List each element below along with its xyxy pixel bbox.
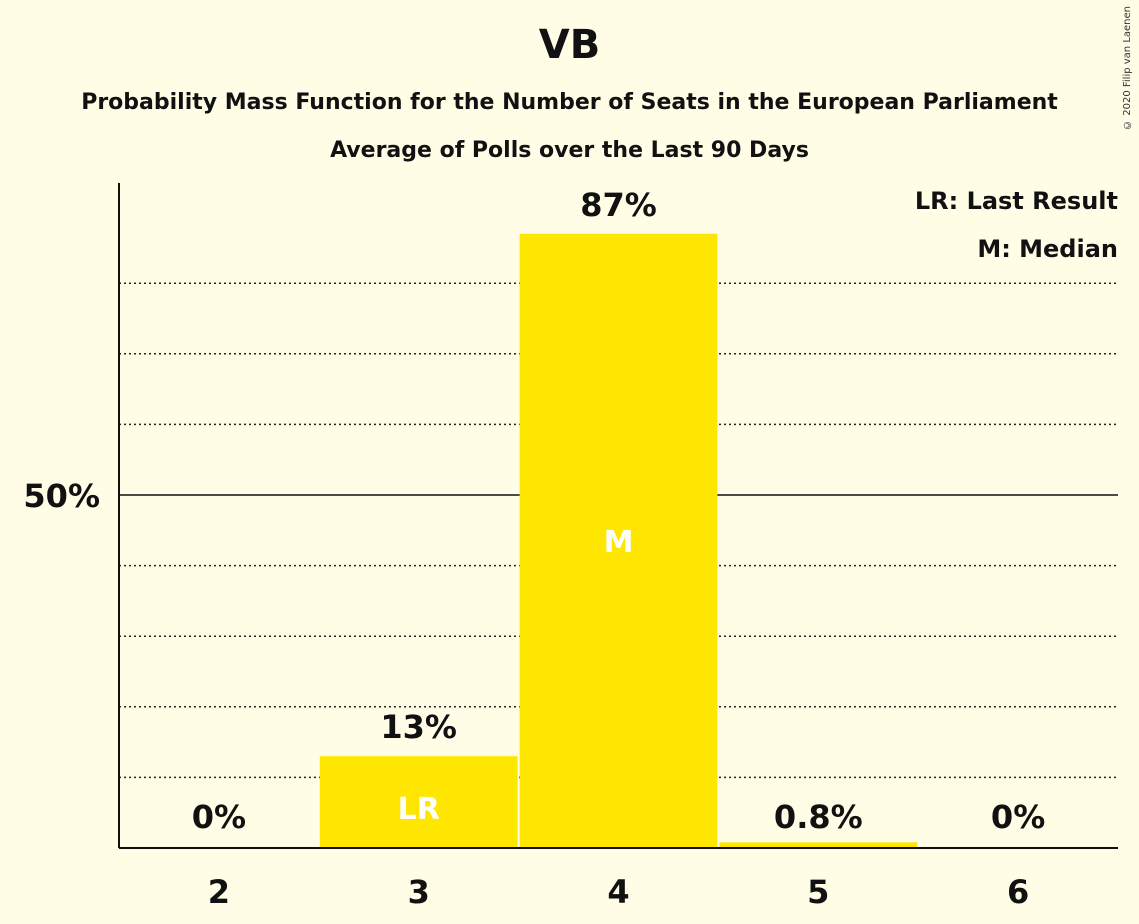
chart-subtitle-2: Average of Polls over the Last 90 Days xyxy=(330,138,809,163)
y-tick-labels: 50% xyxy=(23,477,100,515)
bar-seats-3 xyxy=(319,756,518,848)
bar-marker-m: M xyxy=(604,525,634,560)
bar-value-labels: 0% 13% 87% 0.8% 0% xyxy=(192,186,1046,836)
legend-median: M: Median xyxy=(977,235,1118,263)
data-label-seats-5: 0.8% xyxy=(774,798,863,836)
x-tick-label-5: 5 xyxy=(807,873,829,911)
y-tick-label: 50% xyxy=(23,477,100,515)
bar-markers: LR M xyxy=(398,525,634,827)
bars xyxy=(319,233,918,848)
x-tick-label-3: 3 xyxy=(408,873,430,911)
axes xyxy=(118,183,1118,849)
legend-last-result: LR: Last Result xyxy=(915,187,1118,215)
data-label-seats-6: 0% xyxy=(991,798,1045,836)
data-label-seats-4: 87% xyxy=(580,186,657,224)
x-tick-labels: 2 3 4 5 6 xyxy=(208,873,1029,911)
bar-seats-4 xyxy=(519,233,718,848)
data-label-seats-3: 13% xyxy=(380,708,457,746)
x-tick-label-4: 4 xyxy=(607,873,629,911)
x-tick-label-2: 2 xyxy=(208,873,230,911)
data-label-seats-2: 0% xyxy=(192,798,246,836)
bar-seats-5 xyxy=(719,842,918,848)
chart-subtitle: Probability Mass Function for the Number… xyxy=(81,90,1058,115)
bar-marker-lr: LR xyxy=(398,792,440,827)
chart-title: VB xyxy=(538,22,601,68)
x-tick-label-6: 6 xyxy=(1007,873,1029,911)
